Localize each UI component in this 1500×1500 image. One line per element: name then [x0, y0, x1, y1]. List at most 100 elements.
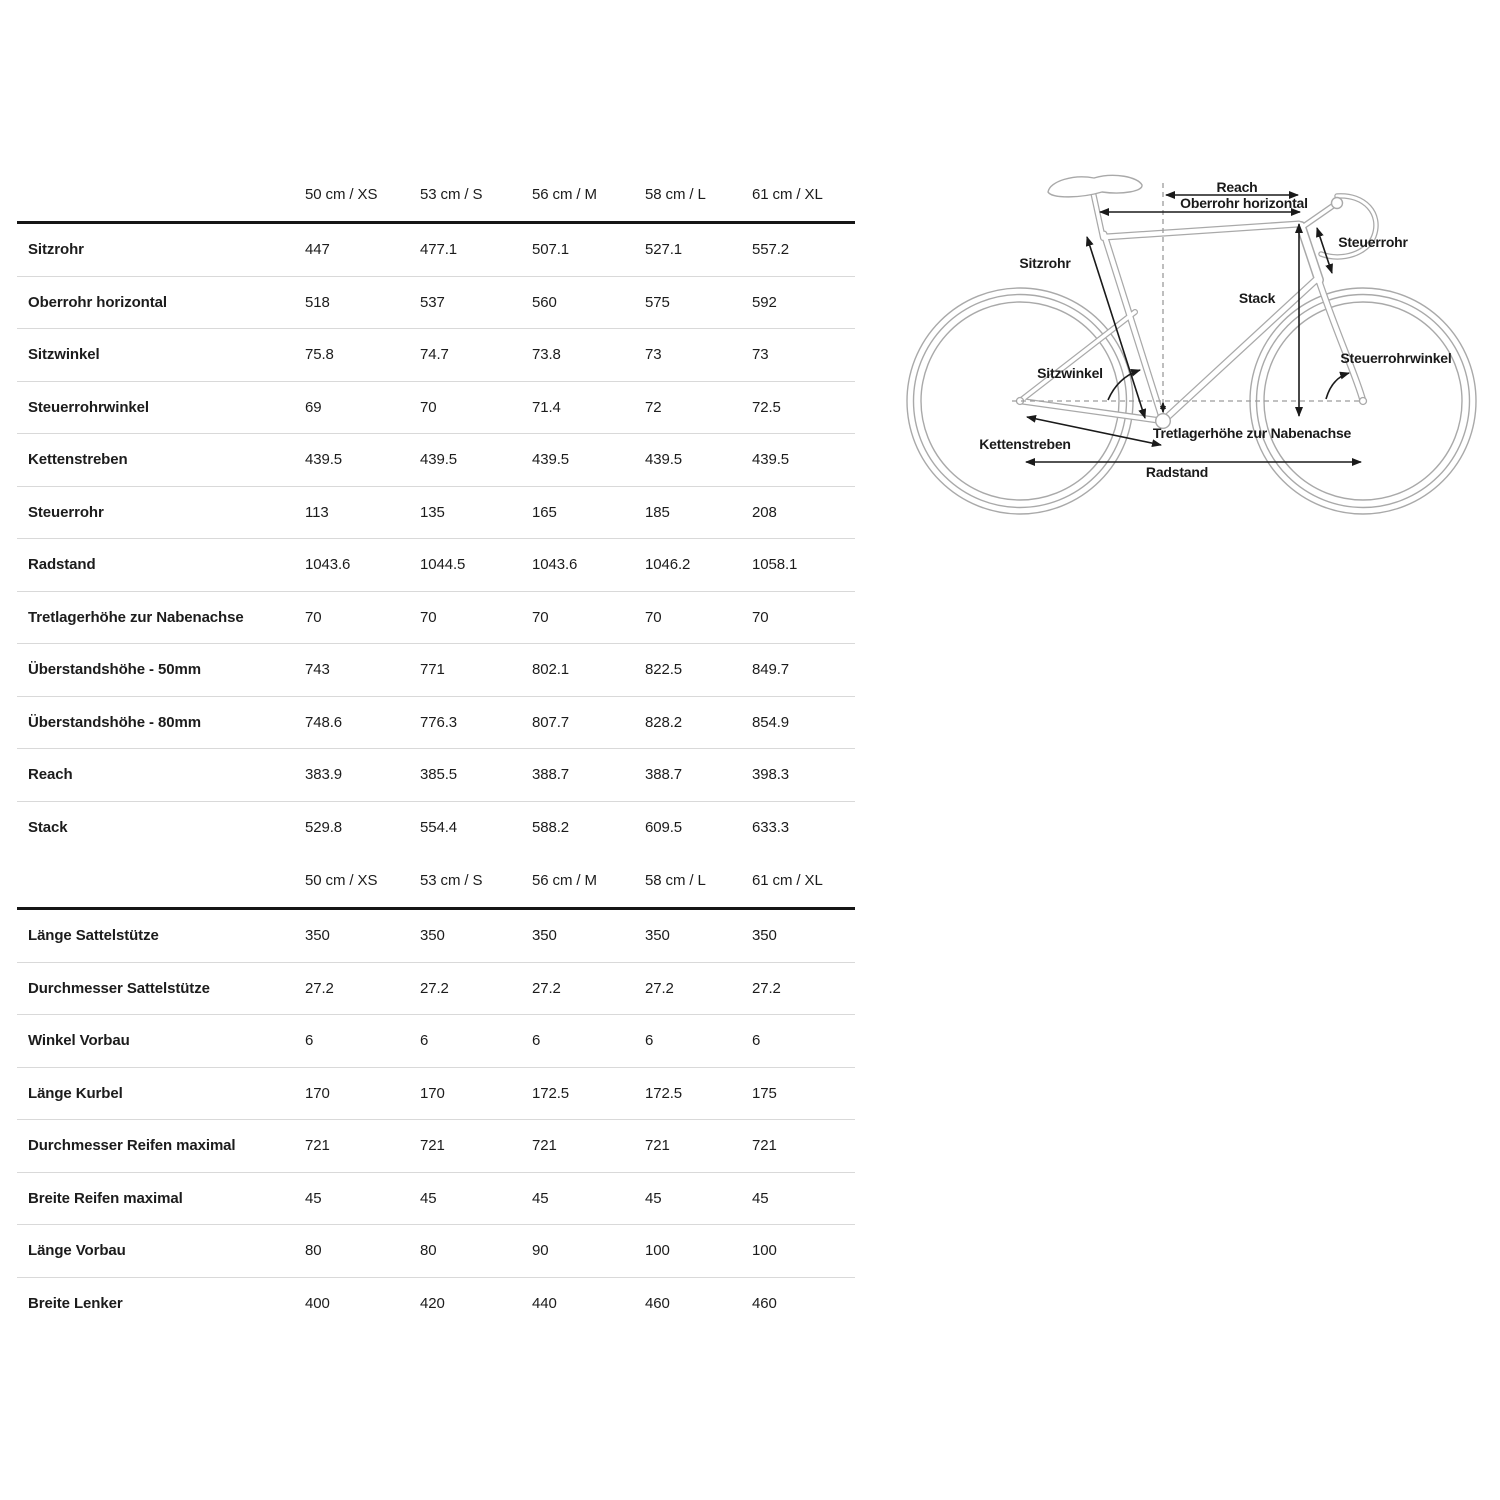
- cell-value: 69: [305, 398, 322, 416]
- bike-geometry-diagram: Reach Oberrohr horizontal Steuerrohr Sit…: [890, 150, 1500, 590]
- cell-value: 854.9: [752, 713, 790, 731]
- size-header-row: 50 cm / XS 53 cm / S 56 cm / M 58 cm / L 61 …: [17, 854, 855, 910]
- size-header: 61 cm / XL: [752, 186, 823, 203]
- size-header: 56 cm / M: [532, 872, 597, 889]
- table-body: Sitzrohr 447 477.1 507.1 527.1 557.2 Oberrohr …: [17, 224, 855, 854]
- table-row: Tretlagerhöhe zur Nabenachse 70 70 70 70 70: [17, 592, 855, 644]
- cell-value: 73: [645, 346, 662, 364]
- diagram-label-kettenstreben: Kettenstreben: [979, 436, 1071, 452]
- table-row: Durchmesser Sattelstütze 27.2 27.2 27.2 27.2…: [17, 963, 855, 1015]
- bike-diagram-svg: Reach Oberrohr horizontal Steuerrohr Sit…: [906, 174, 1477, 515]
- row-label: Steuerrohrwinkel: [28, 398, 149, 416]
- steuerrohrwinkel-arc: [1325, 371, 1350, 400]
- cell-value: 588.2: [532, 819, 570, 837]
- cell-value: 6: [645, 1032, 654, 1050]
- cell-value: 575: [645, 293, 670, 311]
- row-label: Überstandshöhe - 50mm: [28, 661, 201, 679]
- size-header: 53 cm / S: [420, 872, 483, 889]
- diagram-label-reach: Reach: [1216, 179, 1257, 195]
- cell-value: 1058.1: [752, 556, 798, 574]
- handlebar-clamp: [1330, 196, 1344, 210]
- cell-value: 828.2: [645, 713, 683, 731]
- cell-value: 73: [752, 346, 769, 364]
- cell-value: 439.5: [532, 451, 570, 469]
- row-label: Reach: [28, 766, 73, 784]
- table-row: Winkel Vorbau 6 6 6 6 6: [17, 1015, 855, 1068]
- cell-value: 350: [532, 927, 557, 945]
- cell-value: 350: [752, 927, 777, 945]
- dimension-arrows: [1025, 191, 1362, 466]
- diagram-label-oberrohr: Oberrohr horizontal: [1180, 195, 1308, 211]
- cell-value: 6: [305, 1032, 314, 1050]
- cell-value: 447: [305, 241, 330, 259]
- cell-value: 1044.5: [420, 556, 466, 574]
- row-label: Radstand: [28, 556, 96, 574]
- diagram-label-sitzrohr: Sitzrohr: [1019, 255, 1071, 271]
- cell-value: 460: [645, 1295, 670, 1313]
- cell-value: 80: [305, 1242, 322, 1260]
- cell-value: 70: [305, 608, 322, 626]
- cell-value: 554.4: [420, 819, 458, 837]
- cell-value: 420: [420, 1295, 445, 1313]
- cell-value: 208: [752, 503, 777, 521]
- cell-value: 518: [305, 293, 330, 311]
- cell-value: 90: [532, 1242, 549, 1260]
- cell-value: 771: [420, 661, 445, 679]
- cell-value: 6: [752, 1032, 761, 1050]
- cell-value: 440: [532, 1295, 557, 1313]
- cell-value: 477.1: [420, 241, 458, 259]
- size-header: 56 cm / M: [532, 186, 597, 203]
- cell-value: 70: [420, 398, 437, 416]
- row-label: Überstandshöhe - 80mm: [28, 713, 201, 731]
- cell-value: 45: [305, 1189, 322, 1207]
- table-body: Länge Sattelstütze 350 350 350 350 350 Durchme…: [17, 910, 855, 1330]
- cell-value: 70: [532, 608, 549, 626]
- cell-value: 807.7: [532, 713, 570, 731]
- table-row: Breite Lenker 400 420 440 460 460: [17, 1278, 855, 1331]
- table-row: Breite Reifen maximal 45 45 45 45 45: [17, 1173, 855, 1225]
- table-row: Sitzwinkel 75.8 74.7 73.8 73 73: [17, 329, 855, 382]
- cell-value: 609.5: [645, 819, 683, 837]
- diagram-label-steuerrohr: Steuerrohr: [1338, 234, 1408, 250]
- cell-value: 170: [305, 1084, 330, 1102]
- cell-value: 350: [645, 927, 670, 945]
- cell-value: 748.6: [305, 713, 343, 731]
- geometry-table: 50 cm / XS 53 cm / S 56 cm / M 58 cm / L 61 …: [17, 168, 855, 1330]
- size-header: 58 cm / L: [645, 872, 706, 889]
- cell-value: 100: [752, 1242, 777, 1260]
- table-row: Länge Kurbel 170 170 172.5 172.5 175: [17, 1068, 855, 1120]
- cell-value: 721: [305, 1137, 330, 1155]
- row-label: Tretlagerhöhe zur Nabenachse: [28, 608, 244, 626]
- size-header-row: 50 cm / XS 53 cm / S 56 cm / M 58 cm / L 61 …: [17, 168, 855, 224]
- cell-value: 560: [532, 293, 557, 311]
- cell-value: 172.5: [645, 1084, 683, 1102]
- cell-value: 388.7: [645, 766, 683, 784]
- row-label: Stack: [28, 819, 68, 837]
- cell-value: 74.7: [420, 346, 449, 364]
- cell-value: 721: [532, 1137, 557, 1155]
- table-row: Oberrohr horizontal 518 537 560 575 592: [17, 277, 855, 329]
- table-row: Kettenstreben 439.5 439.5 439.5 439.5 439.5: [17, 434, 855, 487]
- cell-value: 592: [752, 293, 777, 311]
- cell-value: 75.8: [305, 346, 334, 364]
- row-label: Breite Reifen maximal: [28, 1189, 183, 1207]
- cell-value: 388.7: [532, 766, 570, 784]
- table-row: Durchmesser Reifen maximal 721 721 721 721 72…: [17, 1120, 855, 1173]
- cell-value: 537: [420, 293, 445, 311]
- cell-value: 400: [305, 1295, 330, 1313]
- cell-value: 439.5: [752, 451, 790, 469]
- cell-value: 135: [420, 503, 445, 521]
- row-label: Länge Vorbau: [28, 1242, 126, 1260]
- cell-value: 822.5: [645, 661, 683, 679]
- cell-value: 6: [532, 1032, 541, 1050]
- cell-value: 27.2: [752, 979, 781, 997]
- size-header: 58 cm / L: [645, 186, 706, 203]
- cell-value: 849.7: [752, 661, 790, 679]
- cell-value: 507.1: [532, 241, 570, 259]
- cell-value: 27.2: [532, 979, 561, 997]
- table-row: Steuerrohr 113 135 165 185 208: [17, 487, 855, 539]
- cell-value: 633.3: [752, 819, 790, 837]
- cell-value: 80: [420, 1242, 437, 1260]
- diagram-label-steuerrohrwinkel: Steuerrohrwinkel: [1340, 350, 1451, 366]
- row-label: Sitzrohr: [28, 241, 84, 259]
